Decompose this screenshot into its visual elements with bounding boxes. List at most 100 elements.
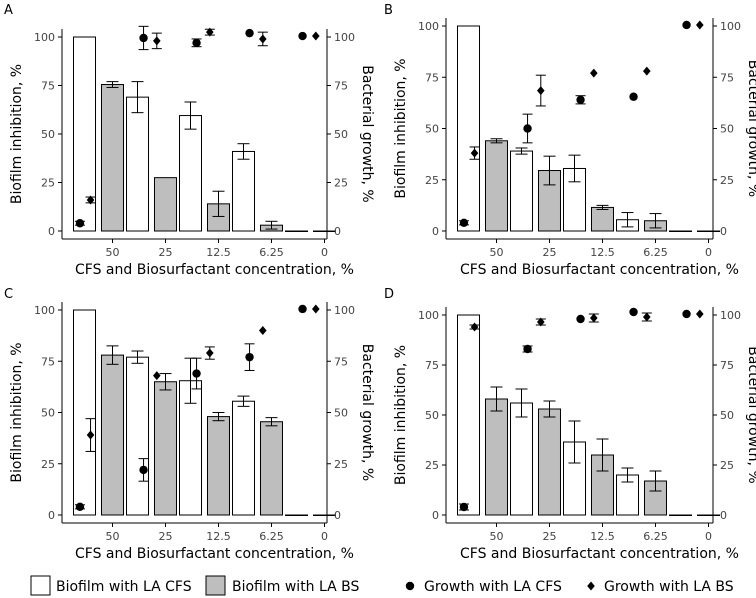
panel-b-ytick-left-label-3: 75	[425, 71, 439, 84]
panel-c-point-growth-bs-1	[153, 371, 161, 381]
panel-b-point-growth-bs-2	[590, 68, 598, 78]
panel-d-point-growth-cfs-2	[576, 314, 585, 324]
panel-b-bar-bs-2	[590, 206, 614, 232]
panel-a-bar-cfs-4	[285, 230, 309, 232]
panel-b-xlabel: CFS and Biosurfactant concentration, %	[460, 262, 739, 278]
panel-c-bar-bs-1	[153, 381, 177, 516]
panel-a-ytick-left-label-0: 0	[48, 225, 55, 238]
legend-marker-circle	[405, 581, 415, 591]
panel-c-point-growth-bs-2	[206, 348, 214, 358]
panel-d-bar-bs-1	[537, 408, 561, 516]
panel-d-bar-bs-4	[696, 514, 720, 516]
panel-b-ytick-right-label-2: 50	[720, 123, 734, 136]
panel-c-ytick-right-label-3: 75	[334, 355, 348, 368]
panel-b-ylabel-left: Biofilm inhibition, %	[393, 58, 409, 198]
panel-c-point-growth-cfs-3	[245, 352, 254, 362]
panel-b-label: B	[384, 3, 393, 18]
panel-a-bar-bs-4	[312, 230, 336, 232]
panel-b-point-growth-cfs-1	[523, 124, 532, 133]
panel-d-bar-cfs-0	[457, 314, 481, 516]
panel-a-bar-cfs-1	[126, 96, 150, 232]
panel-a-bar-bs-1	[153, 177, 177, 232]
panel-b-xtick-label-4: 0	[705, 246, 712, 259]
panel-a-ytick-right-label-4: 100	[334, 31, 355, 44]
panel-b-ytick-left-label-2: 50	[425, 123, 439, 136]
panel-a-ytick-right-label-2: 50	[334, 128, 348, 141]
panel-b-bar-bs-0	[484, 140, 508, 232]
panel-a-point-growth-bs-2	[206, 27, 214, 37]
panel-a-ytick-left-label-3: 75	[41, 80, 55, 93]
panel-a-ytick-right-label-3: 75	[334, 80, 348, 93]
panel-b-point-growth-bs-4	[696, 20, 704, 30]
panel-d-bar-cfs-1	[510, 402, 534, 516]
panel-a-xtick-label-1: 25	[159, 246, 173, 259]
panel-c-point-growth-bs-3	[259, 326, 267, 335]
panel-a-point-growth-bs-3	[259, 34, 267, 44]
legend-swatch-bs-bar	[205, 575, 226, 596]
panel-a-ylabel-left: Biofilm inhibition, %	[9, 64, 25, 204]
panel-b-ytick-left-label-0: 0	[432, 225, 439, 238]
panel-c-ytick-left-label-4: 100	[34, 304, 55, 317]
panel-c-bar-cfs-3	[232, 400, 256, 516]
panel-c-ytick-left-label-2: 50	[41, 407, 55, 420]
panel-b-ytick-right-label-3: 75	[720, 71, 734, 84]
panel-b-point-growth-cfs-2	[576, 95, 585, 105]
panel-a-ytick-left-label-2: 50	[41, 128, 55, 141]
panel-d-point-growth-bs-0	[470, 322, 479, 332]
panel-c-xtick-label-2: 12.5	[206, 530, 231, 543]
panel-d-ylabel-right: Bacterial growth, %	[745, 346, 756, 483]
panel-b-bar-cfs-1	[510, 150, 534, 232]
panel-a-point-growth-bs-0	[86, 195, 95, 205]
panel-c-ytick-left-label-0: 0	[48, 509, 55, 522]
panel-d-point-growth-cfs-4	[682, 309, 691, 319]
panel-c-point-growth-cfs-4	[298, 304, 307, 314]
panel-d-ytick-right-label-4: 100	[720, 309, 741, 322]
panel-a-point-growth-bs-4	[312, 31, 320, 41]
panel-d-xtick-label-3: 6.25	[643, 530, 668, 543]
panel-d-ytick-right-label-2: 50	[720, 409, 734, 422]
panel-b-point-growth-cfs-0	[459, 218, 469, 227]
panel-c-ytick-left-label-1: 25	[41, 458, 55, 471]
panel-b-point-growth-cfs-3	[629, 92, 638, 101]
panel-b-point-growth-bs-0	[470, 148, 479, 158]
panel-b-bar-cfs-4	[669, 230, 693, 232]
panel-b-xtick-label-0: 50	[490, 246, 504, 259]
panel-d-ytick-left-label-3: 75	[425, 359, 439, 372]
legend-label-growth-cfs: Growth with LA CFS	[424, 579, 562, 595]
panel-c-bar-bs-4	[312, 514, 336, 516]
panel-b-ytick-left-label-4: 100	[418, 20, 439, 33]
panel-d-ytick-right-label-1: 25	[720, 459, 734, 472]
panel-b-point-growth-bs-3	[643, 66, 651, 76]
panel-b-point-growth-bs-1	[537, 86, 545, 96]
panel-a-bar-cfs-2	[179, 115, 203, 232]
panel-c-bar-bs-2	[206, 416, 230, 516]
panel-a-bar-bs-0	[100, 84, 124, 232]
panel-d-ytick-right-label-3: 75	[720, 359, 734, 372]
panel-a-point-growth-cfs-0	[75, 219, 85, 228]
legend-marker-diamond	[587, 581, 595, 591]
panel-d-bar-cfs-4	[669, 514, 693, 516]
panel-a-point-growth-cfs-4	[298, 31, 307, 41]
panel-c-bar-cfs-4	[285, 514, 309, 516]
panel-a-xlabel: CFS and Biosurfactant concentration, %	[75, 262, 354, 278]
panel-a-label: A	[4, 3, 13, 18]
panel-d-label: D	[384, 287, 394, 302]
panel-a-xtick-label-3: 6.25	[259, 246, 284, 259]
panel-c-xtick-label-0: 50	[106, 530, 120, 543]
panel-d-point-growth-bs-1	[537, 317, 545, 327]
legend-swatch-cfs-bar	[30, 575, 51, 596]
panel-d-xtick-label-0: 50	[490, 530, 504, 543]
panel-a-point-growth-cfs-2	[192, 38, 201, 48]
panel-d-ytick-left-label-1: 25	[425, 459, 439, 472]
panel-d-ytick-right-label-0: 0	[720, 509, 727, 522]
panel-c-point-growth-cfs-2	[192, 369, 201, 378]
panel-b-ytick-right-label-4: 100	[720, 20, 741, 33]
panel-c-point-growth-bs-4	[312, 304, 320, 314]
panel-d-point-growth-cfs-0	[459, 502, 469, 512]
panel-b-xtick-label-3: 6.25	[643, 246, 668, 259]
panel-d-point-growth-bs-3	[643, 312, 651, 322]
panel-a-ytick-right-label-1: 25	[334, 177, 348, 190]
panel-c-xtick-label-1: 25	[159, 530, 173, 543]
panel-a-ytick-left-label-1: 25	[41, 177, 55, 190]
